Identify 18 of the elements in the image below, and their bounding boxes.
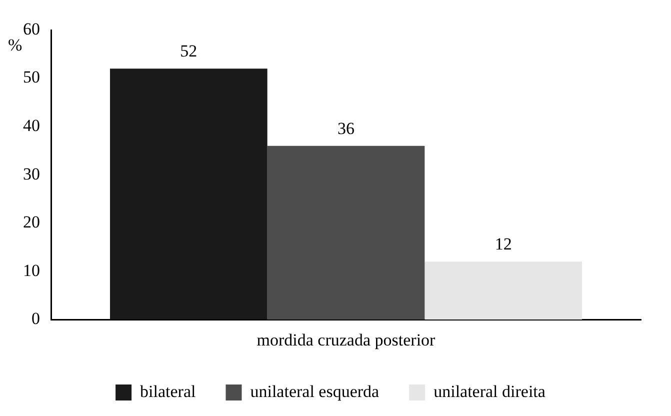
y-axis-title: % (8, 35, 22, 54)
bar (424, 262, 582, 320)
y-tick-label: 20 (23, 212, 40, 232)
legend-label: bilateral (140, 382, 196, 401)
y-tick-label: 30 (23, 164, 40, 184)
y-tick-label: 60 (23, 19, 40, 38)
bar (267, 146, 425, 320)
legend-label: unilateral direita (434, 382, 546, 401)
y-tick-label: 10 (23, 260, 40, 280)
data-label: 36 (338, 118, 354, 138)
bar (110, 68, 268, 320)
y-tick-label: 50 (23, 68, 40, 87)
y-tick-label: 0 (32, 309, 40, 328)
data-label: 12 (494, 234, 512, 254)
x-tick-label: mordida cruzada posterior (256, 330, 436, 350)
legend-label: unilateral esquerda (250, 382, 380, 401)
data-label: 52 (180, 42, 198, 61)
y-tick-label: 40 (23, 116, 40, 135)
